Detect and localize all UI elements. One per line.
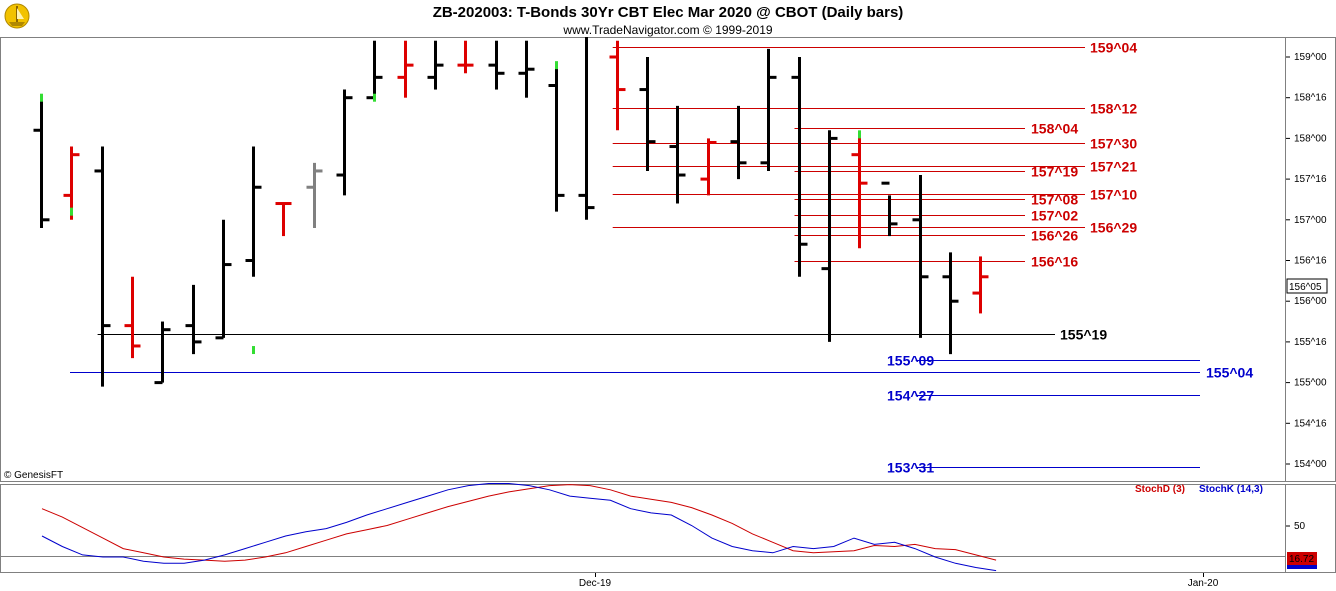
ohlc-bar	[639, 57, 656, 171]
level-label: 154^27	[887, 388, 934, 404]
price-tick-label: 159^00	[1294, 52, 1327, 63]
price-tick-label: 155^00	[1294, 378, 1327, 389]
ohlc-bar	[821, 130, 838, 342]
ohlc-bar	[124, 276, 141, 359]
stoch-axis-tick: 50	[1294, 521, 1306, 532]
ohlc-bar	[578, 37, 595, 220]
date-tick-dec-19: Dec-19	[579, 578, 612, 589]
ohlc-bar	[215, 219, 232, 340]
level-label: 157^30	[1090, 136, 1137, 152]
price-tick-label: 158^16	[1294, 93, 1327, 104]
ohlc-bar	[488, 40, 505, 90]
ohlc-bar	[397, 40, 414, 98]
price-tick-label: 157^16	[1294, 174, 1327, 185]
ohlc-bar	[791, 57, 808, 277]
ohlc-bar	[609, 40, 626, 131]
stoch-k-last-box	[1287, 565, 1317, 569]
price-tick-label: 157^00	[1294, 215, 1327, 226]
ohlc-bar	[245, 146, 262, 277]
ohlc-bar	[63, 146, 80, 220]
ohlc-bar	[669, 105, 686, 204]
tradenavigator-logo	[4, 3, 30, 29]
level-label: 156^16	[1031, 254, 1078, 270]
ohlc-bar	[336, 89, 353, 196]
ohlc-bar	[185, 284, 202, 355]
level-label: 157^02	[1031, 208, 1078, 224]
date-tick-jan-20: Jan-20	[1188, 578, 1219, 589]
level-label: 156^29	[1090, 220, 1137, 236]
level-label: 159^04	[1090, 40, 1137, 56]
level-label: 155^04	[1206, 365, 1253, 381]
ohlc-bar	[700, 138, 717, 196]
level-label: 157^21	[1090, 159, 1137, 175]
price-tick-label: 156^16	[1294, 256, 1327, 267]
ohlc-bar	[518, 40, 535, 98]
ohlc-bar	[94, 146, 111, 387]
price-tick-label: 154^00	[1294, 459, 1327, 470]
last-price-label: 156^05	[1289, 282, 1322, 293]
ohlc-bar	[427, 40, 444, 90]
copyright-label: © GenesisFT	[4, 470, 63, 481]
ohlc-bars	[33, 37, 989, 387]
stochd-series-line	[41, 484, 997, 562]
price-tick-label: 156^00	[1294, 296, 1327, 307]
ohlc-bar	[275, 202, 292, 237]
ohlc-bar	[942, 252, 959, 355]
level-label: 157^19	[1031, 164, 1078, 180]
ohlc-bar	[972, 256, 989, 314]
level-label: 156^26	[1031, 228, 1078, 244]
level-label: 155^09	[887, 353, 934, 369]
level-label: 158^04	[1031, 121, 1078, 137]
ohlc-bar	[881, 181, 898, 237]
ohlc-bar	[912, 175, 929, 338]
ohlc-bar	[457, 40, 474, 74]
chart-title: ZB-202003: T-Bonds 30Yr CBT Elec Mar 202…	[433, 4, 904, 21]
level-label: 158^12	[1090, 101, 1137, 117]
level-lines: 159^04 158^12 158^04 157^30 157^21 157^19 157^…	[70, 40, 1253, 476]
ohlc-bar	[33, 97, 50, 228]
stochk-legend: StochK (14,3)	[1199, 484, 1263, 495]
level-label: 157^10	[1090, 187, 1137, 203]
price-tick-label: 154^16	[1294, 418, 1327, 429]
ohlc-bar	[760, 48, 777, 171]
level-label: 153^31	[887, 460, 934, 476]
level-label: 157^08	[1031, 192, 1078, 208]
ohlc-bar	[548, 65, 565, 212]
ohlc-bar	[851, 134, 868, 249]
ohlc-bar	[730, 105, 747, 180]
chart-subtitle: www.TradeNavigator.com © 1999-2019	[562, 23, 772, 37]
stoch-last-value-box	[1287, 552, 1317, 565]
price-axis: 159^00 158^16 158^00 157^16 157^00 156^16 156^…	[1286, 52, 1327, 470]
ohlc-bar	[154, 321, 171, 385]
price-tick-label: 158^00	[1294, 133, 1327, 144]
ohlc-bar	[306, 162, 323, 228]
stochk-series-line	[41, 483, 997, 572]
price-tick-label: 155^16	[1294, 337, 1327, 348]
stoch-last-value: 16.72	[1289, 554, 1314, 565]
last-price-box	[1286, 278, 1328, 294]
stochd-legend: StochD (3)	[1135, 484, 1185, 495]
level-label: 155^19	[1060, 327, 1107, 343]
